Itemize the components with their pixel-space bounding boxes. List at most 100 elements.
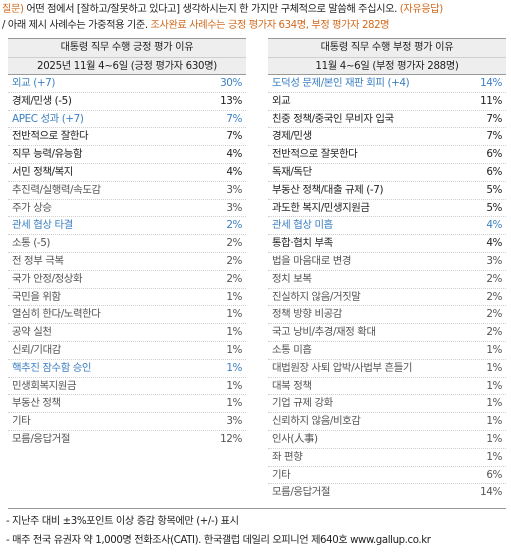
positive-reason-row: 소통 (-5) 2%	[8, 235, 246, 253]
positive-reason-label: 기타	[12, 415, 31, 428]
negative-reason-row: 진실하지 않음/거짓말 2%	[268, 289, 506, 307]
negative-reason-value: 2%	[486, 272, 502, 285]
positive-reason-label: 소통 (-5)	[12, 237, 51, 250]
negative-reason-row: 국고 낭비/추경/재정 확대 2%	[268, 324, 506, 342]
positive-rows: 외교 (+7) 30% 경제/민생 (-5) 13% APEC 성과 (+7) 7% 전반적…	[8, 75, 246, 449]
negative-reason-row: 전반적으로 잘못한다 6%	[268, 146, 506, 164]
table-bottom-rule	[8, 508, 506, 509]
negative-reason-label: 진실하지 않음/거짓말	[272, 290, 361, 303]
positive-reason-label: 열심히 한다/노력한다	[12, 308, 101, 321]
positive-reason-row: 추진력/실행력/속도감 3%	[8, 182, 246, 200]
negative-table-header: 대통령 직무 수행 부정 평가 이유 11월 4~6일 (부정 평가자 288명…	[268, 38, 506, 75]
positive-reason-value: 2%	[226, 272, 242, 285]
positive-reason-row: 핵추진 잠수함 승인 1%	[8, 360, 246, 378]
positive-reason-label: 신뢰/기대감	[12, 343, 61, 356]
negative-reason-label: 정책 방향 비공감	[272, 308, 342, 321]
negative-reason-row: 모름/응답거절 14%	[268, 484, 506, 502]
negative-reason-value: 2%	[486, 326, 502, 339]
positive-reason-label: APEC 성과 (+7)	[12, 112, 84, 125]
positive-reason-value: 3%	[226, 201, 242, 214]
negative-reason-value: 7%	[486, 112, 502, 125]
positive-reason-value: 1%	[226, 343, 242, 356]
negative-reason-value: 1%	[486, 415, 502, 428]
negative-reason-label: 인사(人事)	[272, 432, 318, 445]
negative-reason-row: 소통 미흡 1%	[268, 342, 506, 360]
negative-reason-row: 과도한 복지/민생지원금 5%	[268, 200, 506, 218]
positive-reason-row: 전반적으로 잘한다 7%	[8, 128, 246, 147]
negative-reason-row: 통합·협치 부족 4%	[268, 235, 506, 253]
negative-reason-value: 1%	[486, 397, 502, 410]
positive-reasons-table: 대통령 직무 수행 긍정 평가 이유 2025년 11월 4~6일 (긍정 평가…	[8, 38, 246, 449]
footer-note-2: - 매주 전국 유권자 약 1,000명 전화조사(CATI). 한국갤럽 데일…	[6, 535, 431, 546]
positive-reason-value: 2%	[226, 219, 242, 232]
positive-reason-value: 1%	[226, 397, 242, 410]
negative-reason-label: 친중 정책/중국인 무비자 입국	[272, 112, 394, 125]
negative-reason-label: 신뢰하지 않음/비호감	[272, 415, 361, 428]
negative-reason-label: 독재/독단	[272, 165, 312, 178]
positive-reason-row: 경제/민생 (-5) 13%	[8, 93, 246, 111]
positive-table-header: 대통령 직무 수행 긍정 평가 이유 2025년 11월 4~6일 (긍정 평가…	[8, 38, 246, 75]
negative-reason-value: 1%	[486, 450, 502, 463]
negative-reason-row: 대북 정책 1%	[268, 378, 506, 396]
positive-reason-value: 1%	[226, 361, 242, 374]
positive-reason-row: 서민 정책/복지 4%	[8, 164, 246, 182]
negative-reason-value: 1%	[486, 361, 502, 374]
negative-reason-row: 외교 11%	[268, 93, 506, 111]
negative-reason-row: 친중 정책/중국인 무비자 입국 7%	[268, 111, 506, 129]
negative-reason-label: 대법원장 사퇴 압박/사법부 흔들기	[272, 361, 413, 374]
negative-reason-label: 법을 마음대로 변경	[272, 254, 352, 267]
positive-reason-label: 모름/응답거절	[12, 432, 71, 445]
positive-reason-row: 관세 협상 타결 2%	[8, 217, 246, 236]
positive-reason-label: 공약 실천	[12, 326, 52, 339]
question-suffix: (자유응답)	[399, 4, 443, 15]
negative-reason-label: 경제/민생	[272, 130, 312, 143]
positive-table-subtitle: 2025년 11월 4~6일 (긍정 평가자 630명)	[37, 61, 217, 72]
question-line: 질문) 어떤 점에서 [잘하고/잘못하고 있다고] 생각하시는지 한 가지만 구…	[2, 2, 509, 18]
negative-reason-label: 도덕성 문제/본인 재판 회피 (+4)	[272, 77, 410, 89]
positive-reason-label: 경제/민생 (-5)	[12, 94, 72, 107]
negative-reason-row: 기업 규제 강화 1%	[268, 395, 506, 414]
negative-reason-value: 1%	[486, 343, 502, 356]
negative-rows: 도덕성 문제/본인 재판 회피 (+4) 14% 외교 11% 친중 정책/중국인 무비…	[268, 75, 506, 502]
negative-reason-label: 전반적으로 잘못한다	[272, 148, 358, 161]
negative-reasons-table: 대통령 직무 수행 부정 평가 이유 11월 4~6일 (부정 평가자 288명…	[268, 38, 506, 502]
negative-reason-row: 관세 협상 미흡 4%	[268, 217, 506, 236]
negative-table-title: 대통령 직무 수행 부정 평가 이유	[268, 39, 506, 58]
positive-reason-label: 국민을 위함	[12, 290, 61, 303]
negative-reason-row: 부동산 정책/대출 규제 (-7) 5%	[268, 182, 506, 200]
positive-reason-label: 관세 협상 타결	[12, 219, 73, 232]
negative-reason-value: 5%	[486, 201, 502, 214]
positive-reason-value: 2%	[226, 237, 242, 250]
negative-reason-value: 14%	[480, 486, 502, 499]
positive-reason-value: 1%	[226, 326, 242, 339]
negative-reason-row: 인사(人事) 1%	[268, 431, 506, 449]
positive-reason-row: 외교 (+7) 30%	[8, 75, 246, 93]
negative-reason-row: 독재/독단 6%	[268, 164, 506, 182]
negative-reason-label: 관세 협상 미흡	[272, 219, 333, 232]
negative-reason-row: 기타 6%	[268, 467, 506, 485]
sample-note-line: / 아래 제시 사례수는 가중적용 기준. 조사완료 사례수는 긍정 평가자 6…	[2, 18, 509, 34]
positive-reason-row: 모름/응답거절 12%	[8, 431, 246, 449]
positive-reason-row: 신뢰/기대감 1%	[8, 342, 246, 360]
negative-reason-value: 11%	[480, 94, 502, 107]
negative-reason-row: 정치 보복 2%	[268, 271, 506, 289]
footer-note-1: - 지난주 대비 ±3%포인트 이상 증감 항목에만 (+/-) 표시	[6, 516, 239, 527]
negative-reason-row: 좌 편향 1%	[268, 449, 506, 467]
negative-reason-label: 좌 편향	[272, 450, 303, 463]
positive-reason-value: 13%	[220, 94, 242, 107]
positive-reason-label: 추진력/실행력/속도감	[12, 183, 101, 196]
negative-reason-value: 3%	[486, 254, 502, 267]
positive-reason-row: 공약 실천 1%	[8, 324, 246, 342]
negative-reason-value: 4%	[486, 219, 502, 232]
question-text: 어떤 점에서 [잘하고/잘못하고 있다고] 생각하시는지 한 가지만 구체적으로…	[23, 4, 400, 15]
negative-reason-label: 기타	[272, 468, 291, 481]
positive-reason-label: 부동산 정책	[12, 397, 61, 410]
positive-reason-row: 기타 3%	[8, 413, 246, 431]
positive-reason-value: 3%	[226, 415, 242, 428]
positive-reason-value: 1%	[226, 290, 242, 303]
positive-reason-value: 30%	[220, 77, 242, 89]
positive-reason-value: 2%	[226, 254, 242, 267]
positive-reason-label: 주가 상승	[12, 201, 52, 214]
positive-reason-label: 직무 능력/유능함	[12, 148, 83, 161]
positive-reason-value: 7%	[226, 130, 242, 143]
